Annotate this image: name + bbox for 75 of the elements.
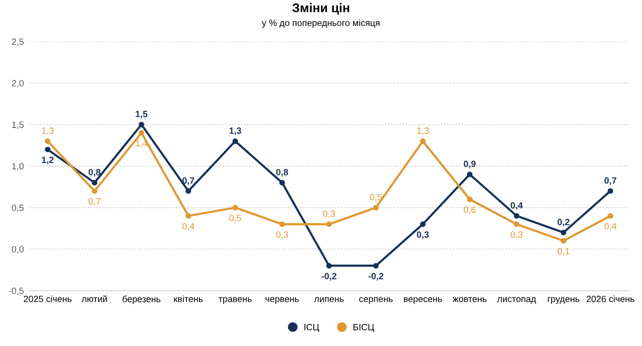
x-tick-label: грудень bbox=[548, 297, 580, 304]
data-label: 1,3 bbox=[230, 127, 242, 136]
point bbox=[326, 262, 332, 269]
data-label: 1,3 bbox=[42, 127, 54, 135]
point bbox=[92, 180, 98, 186]
point bbox=[373, 204, 379, 210]
point bbox=[92, 188, 98, 194]
point bbox=[608, 188, 614, 194]
point bbox=[420, 138, 426, 144]
data-label: 1,5 bbox=[136, 110, 148, 119]
point bbox=[44, 138, 50, 144]
point bbox=[514, 221, 520, 227]
data-label: 0,7 bbox=[182, 177, 194, 185]
data-label: 0,5 bbox=[229, 214, 242, 222]
point bbox=[186, 188, 192, 194]
data-label: 0,7 bbox=[88, 198, 100, 206]
data-label: 0,5 bbox=[370, 194, 382, 202]
point bbox=[232, 138, 238, 144]
data-label: 0,3 bbox=[416, 231, 429, 240]
x-tick-label: лютий bbox=[82, 295, 107, 302]
x-tick-label: 2025 січень bbox=[24, 296, 72, 302]
y-tick-label: 0,5 bbox=[12, 204, 24, 212]
x-tick-label: серпень bbox=[359, 297, 393, 304]
point bbox=[608, 213, 614, 219]
data-label: 1,3 bbox=[417, 127, 429, 135]
y-tick-label: -0,5 bbox=[8, 288, 24, 296]
point bbox=[466, 172, 472, 178]
point bbox=[560, 230, 566, 236]
point bbox=[373, 262, 379, 269]
y-tick-label: 2,0 bbox=[12, 80, 24, 88]
data-label: 0,3 bbox=[276, 231, 288, 239]
chart-title: Зміни цін bbox=[292, 3, 350, 15]
x-tick-label: квітень bbox=[174, 296, 203, 302]
data-label: 0,3 bbox=[323, 210, 335, 218]
y-tick-label: 1,0 bbox=[12, 163, 24, 171]
data-label: -0,2 bbox=[322, 272, 336, 281]
data-label: -0,2 bbox=[368, 272, 384, 281]
point bbox=[138, 122, 144, 128]
point bbox=[420, 221, 426, 227]
data-label: 0,6 bbox=[464, 206, 476, 214]
y-tick-label: 1,5 bbox=[12, 122, 24, 129]
legend-label: БІСЦ bbox=[353, 324, 374, 332]
data-label: 0,3 bbox=[510, 231, 522, 239]
point bbox=[232, 204, 238, 210]
legend-label: ІСЦ bbox=[304, 324, 320, 332]
point bbox=[466, 196, 472, 202]
y-tick-label: 2,5 bbox=[12, 38, 24, 46]
x-tick-label: листопад bbox=[497, 297, 536, 304]
data-label: 0,4 bbox=[604, 223, 616, 231]
point bbox=[560, 238, 566, 244]
point bbox=[279, 180, 285, 186]
point bbox=[514, 213, 520, 219]
x-tick-label: 2026 січень bbox=[586, 296, 634, 302]
data-label: 0,8 bbox=[276, 168, 288, 177]
chart-subtitle: у % до попереднього місяця bbox=[262, 19, 380, 28]
data-label: 0,9 bbox=[464, 160, 476, 168]
point bbox=[326, 221, 332, 227]
point bbox=[44, 146, 50, 152]
data-label: 0,1 bbox=[558, 248, 570, 256]
point bbox=[279, 221, 285, 227]
x-tick-label: червень bbox=[266, 297, 299, 304]
x-tick-label: травень bbox=[218, 297, 252, 304]
data-label: 0,7 bbox=[604, 177, 616, 185]
x-tick-label: березень bbox=[122, 296, 160, 304]
point bbox=[138, 130, 144, 136]
data-label: 0,4 bbox=[182, 223, 194, 231]
x-tick-label: липень bbox=[314, 297, 344, 302]
data-label: 0,8 bbox=[88, 168, 101, 177]
data-label: 0,2 bbox=[558, 218, 570, 226]
y-tick-label: 0,0 bbox=[12, 246, 24, 254]
data-label: 1,2 bbox=[42, 156, 54, 164]
point bbox=[186, 213, 192, 219]
x-tick-label: жовтень bbox=[452, 297, 487, 302]
data-label: 0,4 bbox=[510, 202, 523, 210]
x-tick-label: вересень bbox=[404, 297, 442, 304]
